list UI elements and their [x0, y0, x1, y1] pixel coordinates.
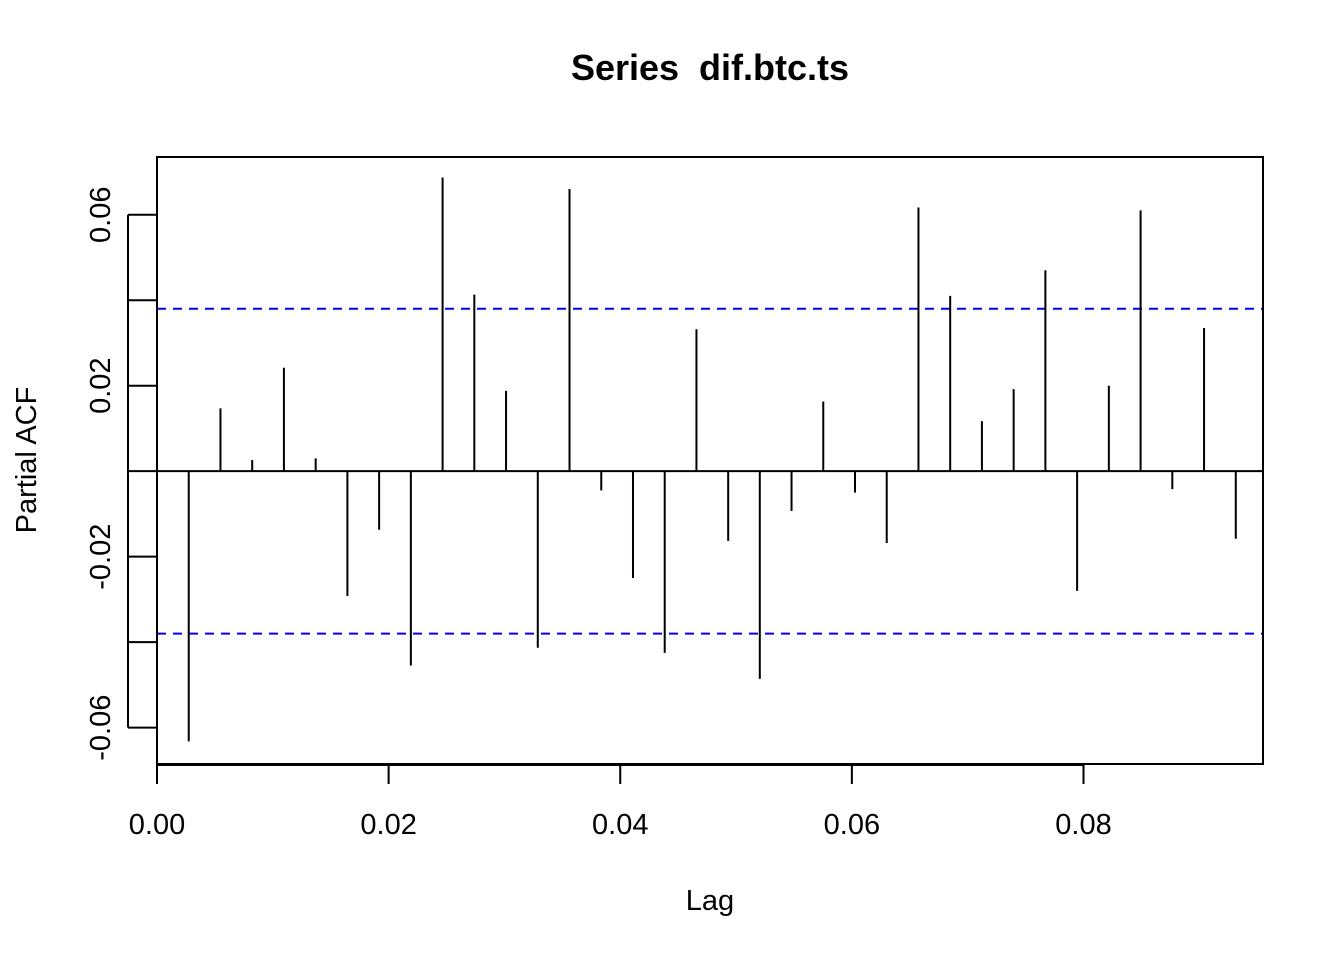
y-axis-label: Partial ACF	[11, 387, 43, 534]
spikes	[187, 177, 1237, 742]
chart-title: Series dif.btc.ts	[571, 47, 849, 88]
plot-frame	[156, 156, 1264, 765]
x-tick-label: 0.04	[592, 809, 648, 841]
y-tick-label: 0.06	[85, 186, 117, 242]
x-tick-label: 0.00	[129, 809, 185, 841]
y-tick-label: -0.02	[85, 524, 117, 590]
y-tick-label: 0.02	[85, 357, 117, 413]
x-axis-label: Lag	[686, 885, 734, 917]
y-tick-label: -0.06	[85, 695, 117, 761]
y-axis: -0.06 -0.02 0.02 0.06	[85, 186, 157, 761]
x-axis: 0.00 0.02 0.04 0.06 0.08	[129, 764, 1112, 841]
confidence-bands	[157, 307, 1263, 635]
x-tick-label: 0.08	[1055, 809, 1111, 841]
x-tick-label: 0.06	[824, 809, 880, 841]
x-tick-label: 0.02	[360, 809, 416, 841]
